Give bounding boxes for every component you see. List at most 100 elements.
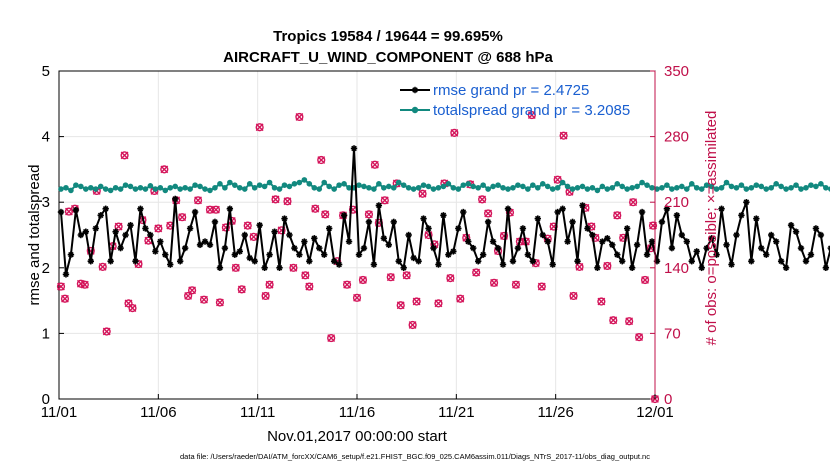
left-y-axis: 0 1 2 3 4 5 xyxy=(42,63,64,408)
obs-count-marker xyxy=(478,195,487,204)
rmse-point xyxy=(370,261,378,268)
totalspread-point xyxy=(599,183,606,190)
totalspread-point xyxy=(485,186,491,192)
rmse-point xyxy=(390,218,397,226)
totalspread-point xyxy=(73,182,79,188)
obs-count-marker xyxy=(56,282,66,291)
rmse-point xyxy=(748,258,755,265)
right-y-tick-label: 210 xyxy=(664,194,689,211)
obs-count-marker xyxy=(80,280,89,289)
x-tick-label: 11/26 xyxy=(537,404,573,421)
rmse-point xyxy=(455,225,462,232)
obs-count-marker xyxy=(311,204,320,213)
rmse-point xyxy=(395,258,402,265)
rmse-point xyxy=(777,258,785,265)
totalspread-point xyxy=(475,184,481,191)
legend-rmse-marker xyxy=(411,86,419,94)
totalspread-point xyxy=(520,183,526,190)
totalspread-point xyxy=(584,186,591,192)
totalspread-point xyxy=(713,186,720,192)
obs-count-marker xyxy=(98,262,107,271)
rmse-point xyxy=(589,231,596,239)
x-tick-label: 11/06 xyxy=(140,404,176,421)
left-y-axis-label: rmse and totalspread xyxy=(26,165,43,306)
rmse-point xyxy=(743,199,750,206)
rmse-point xyxy=(82,228,90,235)
totalspread-point xyxy=(217,181,223,187)
right-y-axis: 0 70 140 210 280 350 xyxy=(650,63,689,408)
rmse-point xyxy=(330,258,338,265)
rmse-point xyxy=(77,231,85,239)
rmse-point xyxy=(296,251,303,258)
rmse-point xyxy=(693,248,700,255)
totalspread-point xyxy=(92,186,99,192)
totalspread-point xyxy=(634,183,640,190)
totalspread-point xyxy=(197,183,203,190)
rmse-point xyxy=(614,251,621,258)
totalspread-point xyxy=(683,186,690,192)
totalspread-point xyxy=(773,181,779,187)
obs-count-marker xyxy=(205,205,215,214)
rmse-point xyxy=(380,235,388,242)
totalspread-point xyxy=(227,179,233,186)
rmse-point xyxy=(355,251,363,258)
totalspread-point xyxy=(291,181,298,187)
totalspread-point xyxy=(758,183,765,190)
obs-count-marker xyxy=(237,285,246,294)
rmse-point xyxy=(633,241,641,249)
rmse-point xyxy=(400,264,407,271)
rmse-point xyxy=(112,228,119,235)
totalspread-point xyxy=(738,182,745,188)
rmse-point xyxy=(728,261,735,268)
totalspread-point xyxy=(688,181,695,187)
totalspread-point xyxy=(659,184,665,191)
rmse-point xyxy=(321,251,328,258)
totalspread-point xyxy=(371,186,377,192)
totalspread-point xyxy=(778,183,784,190)
rmse-point xyxy=(678,231,686,239)
rmse-point xyxy=(484,218,492,226)
rmse-point xyxy=(698,264,705,271)
totalspread-point xyxy=(470,183,477,190)
totalspread-point xyxy=(390,184,397,191)
totalspread-point xyxy=(286,183,293,190)
totalspread-point xyxy=(187,186,193,192)
totalspread-point xyxy=(718,184,725,191)
totalspread-point xyxy=(708,183,715,190)
totalspread-point xyxy=(395,179,402,186)
legend-entry-totalspread: totalspread grand pr = 3.2085 xyxy=(400,102,630,119)
rmse-point xyxy=(107,258,114,265)
rmse-point xyxy=(599,238,606,245)
totalspread-point xyxy=(430,186,437,192)
x-tick-label: 11/21 xyxy=(438,404,474,421)
totalspread-point xyxy=(455,186,462,192)
rmse-point xyxy=(405,231,412,239)
rmse-point xyxy=(415,258,422,265)
totalspread-point xyxy=(500,184,506,191)
rmse-point xyxy=(435,261,442,268)
rmse-point xyxy=(445,251,452,258)
obs-count-marker xyxy=(255,123,264,132)
obs-count-marker xyxy=(295,112,304,122)
totalspread-point xyxy=(703,182,710,188)
rmse-point xyxy=(782,264,790,271)
rmse-point xyxy=(460,208,467,216)
rmse-point xyxy=(167,261,174,268)
totalspread-point xyxy=(261,183,268,190)
totalspread-point xyxy=(107,187,114,194)
totalspread-point xyxy=(361,183,367,190)
totalspread-point xyxy=(137,184,144,191)
rmse-point xyxy=(753,215,760,222)
x-tick-label: 11/16 xyxy=(339,404,375,421)
obs-count-marker xyxy=(178,213,187,222)
obs-count-marker xyxy=(396,301,405,310)
chart-title-line-1: Tropics 19584 / 19644 = 99.695% xyxy=(273,28,503,45)
totalspread-point xyxy=(753,182,760,188)
right-y-tick-label: 140 xyxy=(664,260,689,277)
rmse-point xyxy=(489,238,497,245)
rmse-point xyxy=(276,264,283,271)
rmse-point xyxy=(92,225,99,232)
obs-count-marker xyxy=(527,110,536,120)
rmse-point xyxy=(251,258,258,265)
rmse-point xyxy=(301,238,308,245)
